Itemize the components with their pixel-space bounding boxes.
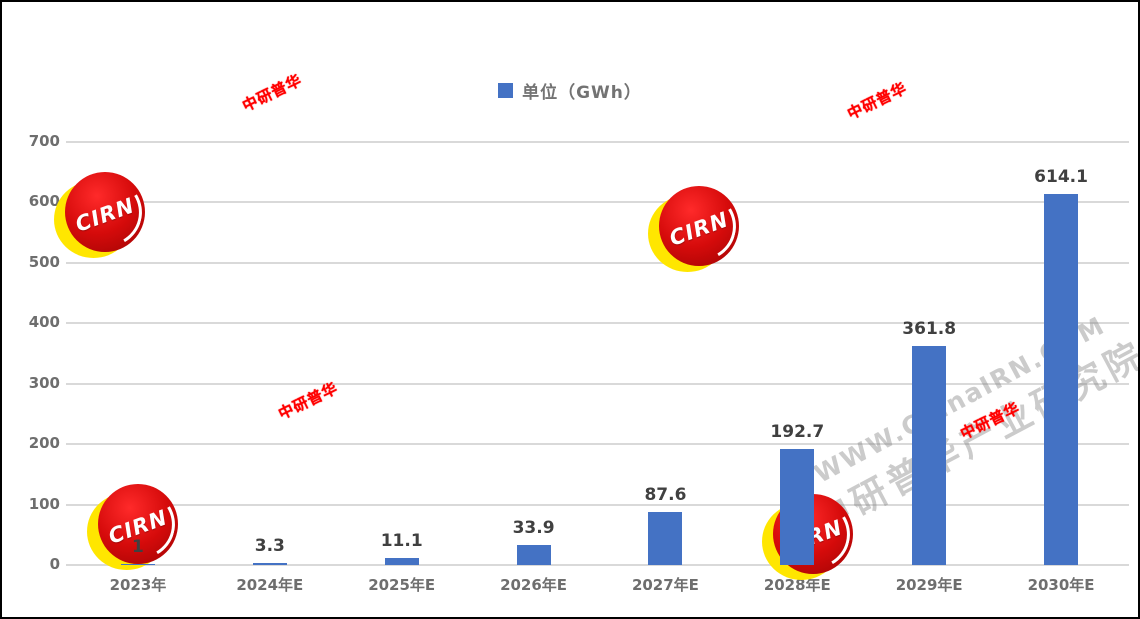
x-axis-category-label: 2028年E [763,576,831,594]
bar-value-label: 87.6 [644,485,687,505]
y-axis-tick-label: 700 [28,132,60,150]
bar-2029年E [912,346,947,565]
cirn-logo: CIRN [54,169,150,260]
x-axis-category-label: 2023年 [109,576,167,594]
bar-value-label: 33.9 [512,518,555,538]
x-axis-category-label: 2025年E [368,576,436,594]
bar-2027年E [648,512,683,565]
red-stamp-watermark: 中研普华 [239,70,305,116]
gridline [66,261,1129,264]
gridline [66,201,1129,204]
y-axis-tick-label: 0 [49,555,60,573]
legend-swatch-icon [498,83,514,98]
gridline [66,141,1129,143]
bar-value-label: 1 [132,537,144,557]
x-axis-category-label: 2030年E [1027,576,1095,594]
cirn-logo: CIRN [87,481,183,572]
bar-2026年E [516,545,551,565]
x-axis-category-label: 2024年E [236,576,304,594]
gridline [66,503,1129,506]
bar-value-label: 614.1 [1034,167,1088,187]
cirn-logo-red-ball [659,186,739,266]
y-axis-tick-label: 300 [28,373,60,392]
bar-value-label: 192.7 [770,422,825,442]
y-axis-tick-label: 600 [28,192,60,211]
cirn-logo: CIRN [648,183,744,274]
y-axis-tick-label: 100 [28,494,60,513]
cirn-logo-red-ball [65,172,145,252]
y-axis-tick-label: 200 [28,434,60,453]
x-axis-category-label: 2029年E [895,576,963,594]
bar-value-label: 3.3 [254,536,285,556]
bar-value-label: 361.8 [902,319,957,339]
bar-2023年 [120,564,155,565]
y-axis-tick-label: 500 [28,252,60,271]
y-axis-tick-label: 400 [28,313,60,332]
gridline [66,382,1129,385]
x-axis-category-label: 2027年E [631,576,699,594]
bar-value-label: 11.1 [380,531,423,551]
gridline [66,322,1129,325]
legend: 单位（GWh） [2,78,1138,103]
bar-2028年E [780,449,815,565]
legend-label: 单位（GWh） [522,83,642,103]
bar-2024年E [252,563,287,565]
x-axis-category-label: 2026年E [500,576,568,594]
cirn-logo-red-ball [98,484,178,564]
bar-2030年E [1044,194,1079,565]
gridline [66,443,1129,446]
bar-2025年E [384,558,419,565]
gridline [66,564,1129,566]
